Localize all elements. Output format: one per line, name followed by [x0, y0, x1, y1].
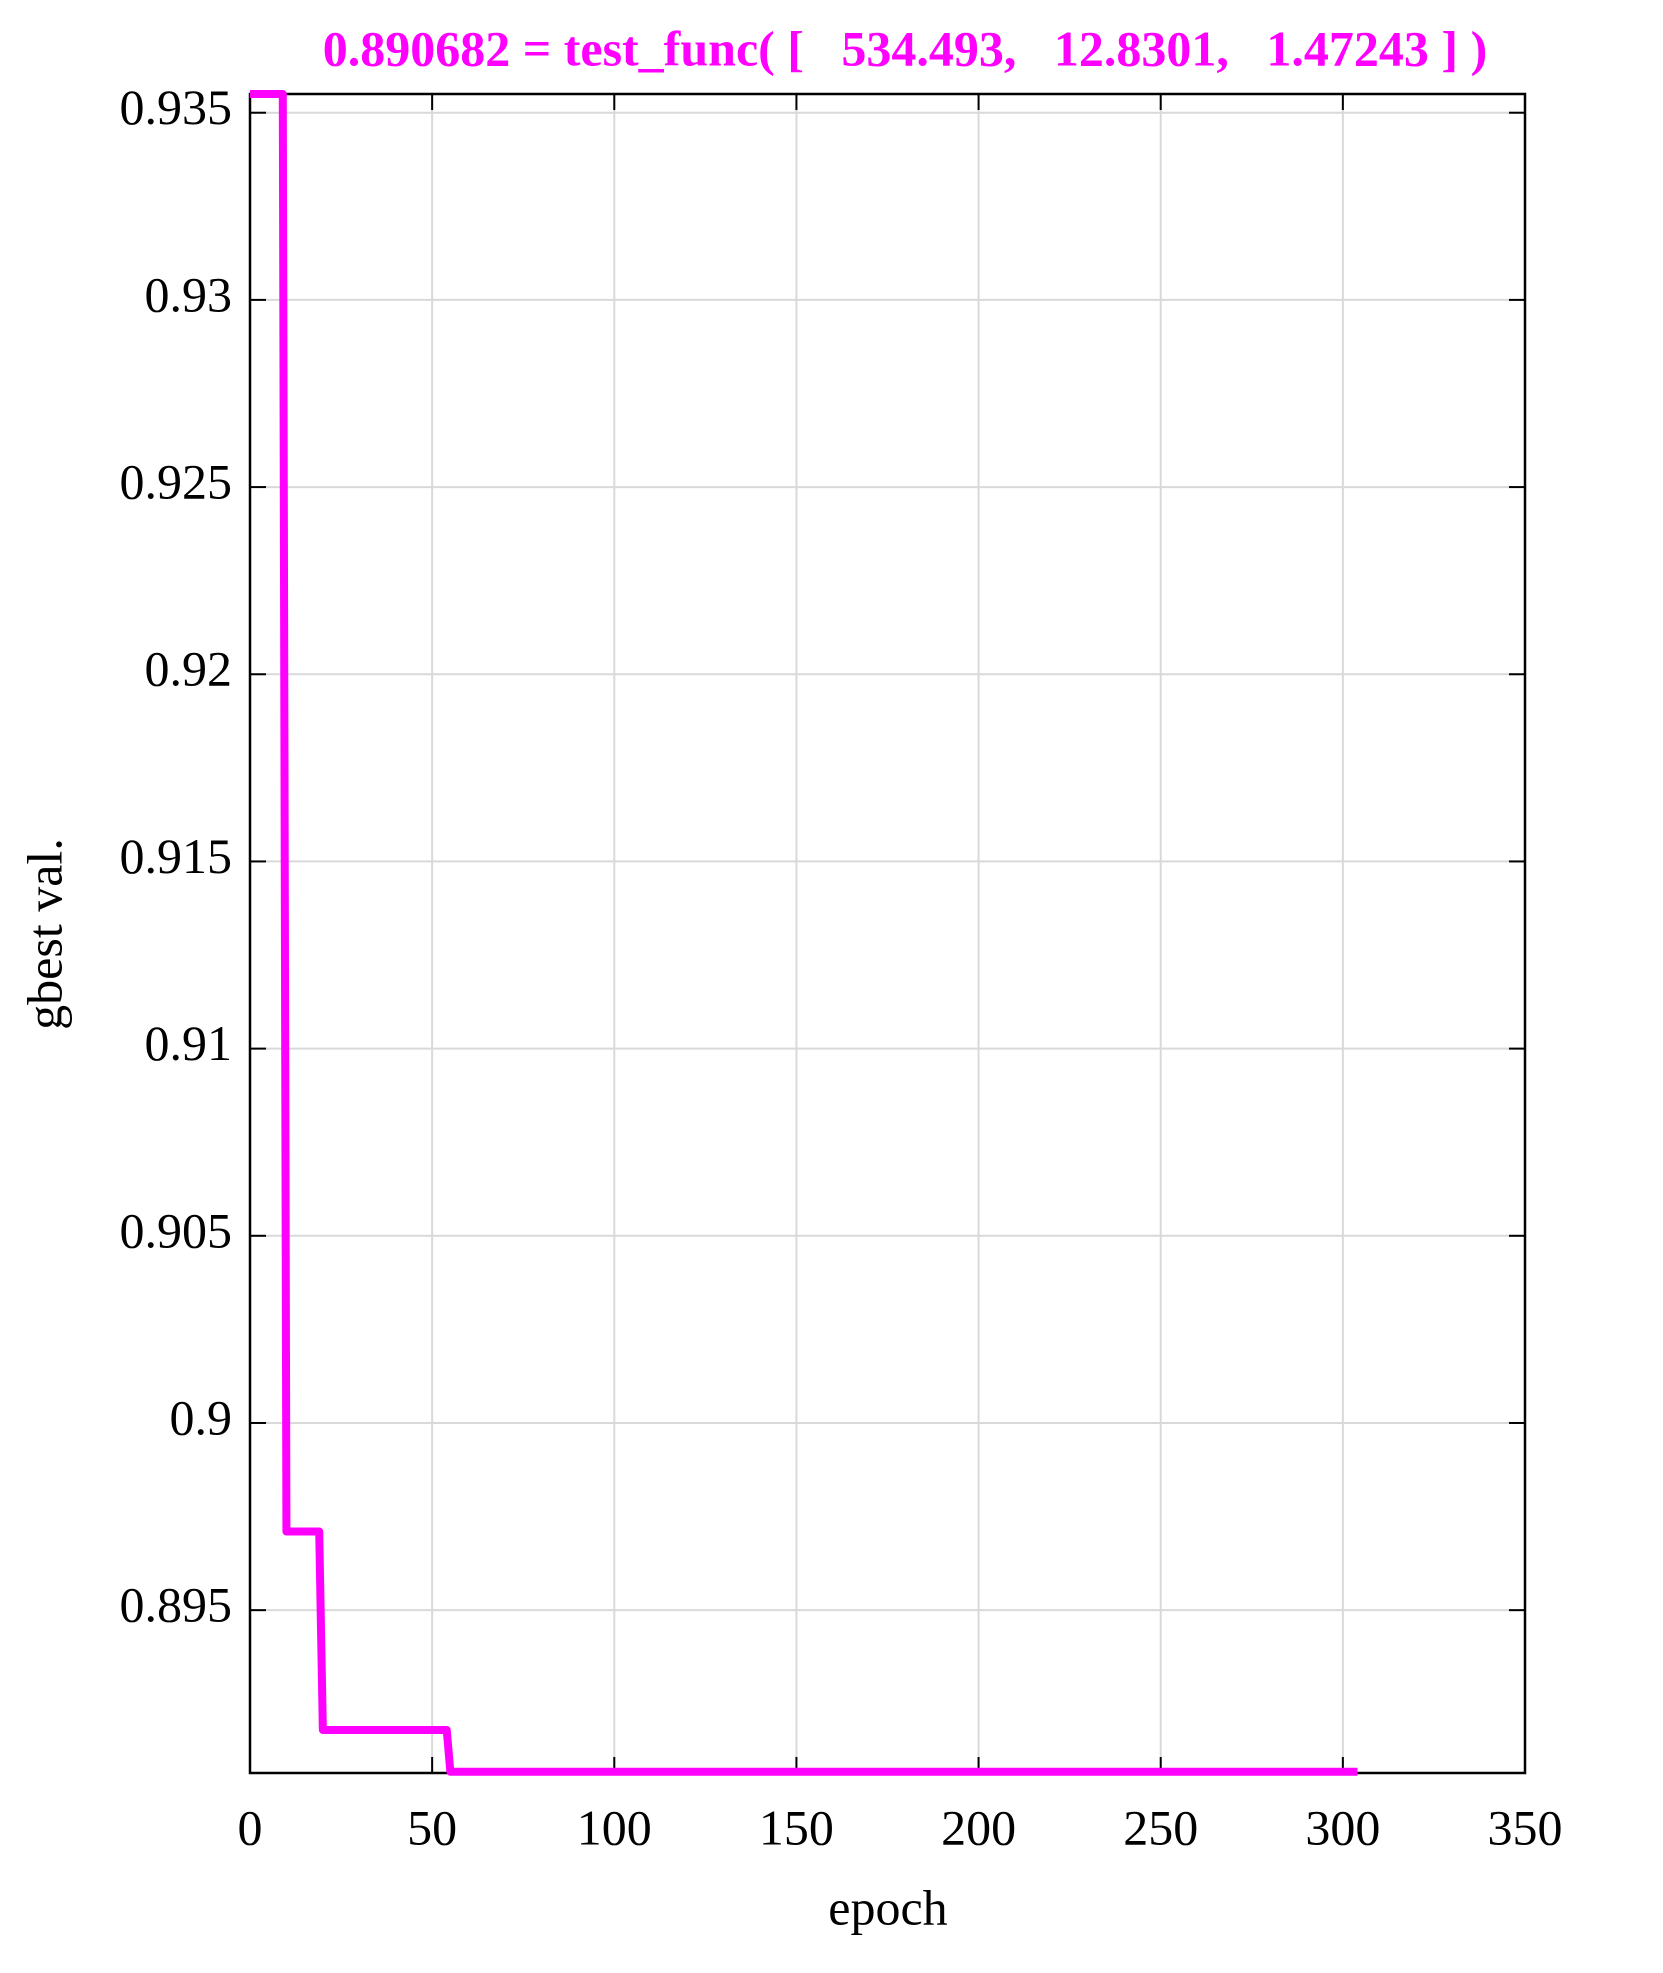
chart-title: 0.890682 = test_func( [ 534.493, 12.8301… — [323, 20, 1488, 76]
y-tick-label: 0.92 — [145, 641, 233, 697]
x-tick-label: 150 — [759, 1799, 834, 1855]
y-tick-label: 0.935 — [120, 79, 233, 135]
x-tick-label: 350 — [1488, 1799, 1563, 1855]
y-tick-label: 0.925 — [120, 454, 233, 510]
y-tick-label: 0.915 — [120, 828, 233, 884]
x-axis-label: epoch — [828, 1879, 947, 1935]
x-tick-label: 300 — [1305, 1799, 1380, 1855]
x-tick-label: 0 — [238, 1799, 263, 1855]
y-tick-label: 0.91 — [145, 1015, 233, 1071]
y-tick-label: 0.895 — [120, 1577, 233, 1633]
y-tick-label: 0.905 — [120, 1202, 233, 1258]
y-axis-label: gbest val. — [16, 838, 72, 1030]
y-tick-label: 0.93 — [145, 266, 233, 322]
data-line — [250, 90, 1358, 1776]
x-tick-label: 50 — [407, 1799, 457, 1855]
plot-frame — [248, 92, 1527, 1775]
x-tick-label: 200 — [941, 1799, 1016, 1855]
x-tick-label: 100 — [577, 1799, 652, 1855]
y-tick-label: 0.9 — [170, 1389, 233, 1445]
x-tick-label: 250 — [1123, 1799, 1198, 1855]
